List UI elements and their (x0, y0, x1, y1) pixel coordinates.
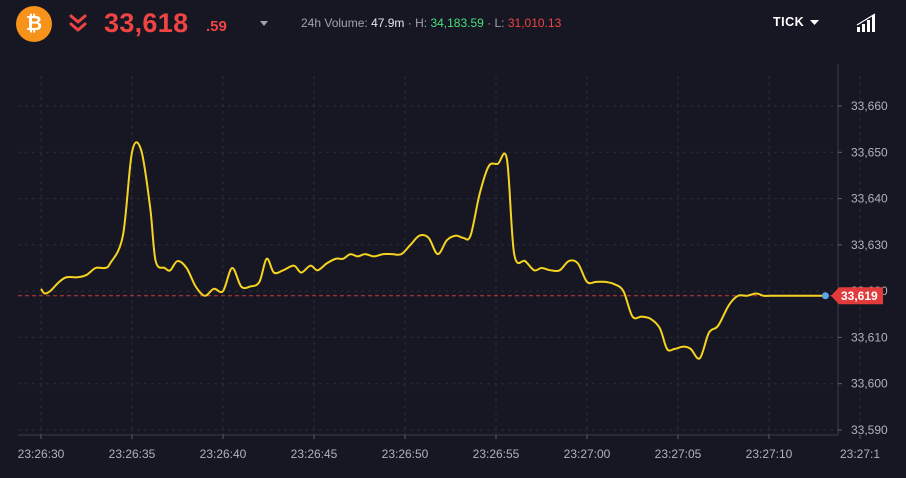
y-tick-label: 33,660 (851, 99, 888, 113)
market-stats: 24h Volume: 47.9m · H: 34,183.59 · L: 31… (301, 16, 561, 30)
interval-dropdown[interactable]: TICK (773, 15, 820, 29)
chevron-down-icon[interactable] (259, 19, 269, 27)
volume-value: 47.9m (371, 16, 405, 30)
price-decimals: .59 (206, 18, 227, 35)
high-label: H: (415, 16, 428, 30)
x-tick-label: 23:26:55 (473, 447, 520, 461)
x-tick-label: 23:26:45 (291, 447, 338, 461)
y-axis: 33,59033,60033,61033,62033,63033,64033,6… (838, 99, 888, 437)
y-tick-label: 33,610 (851, 330, 888, 344)
y-tick-label: 33,640 (851, 192, 888, 206)
x-tick-label: 23:26:30 (18, 447, 65, 461)
y-tick-label: 33,650 (851, 145, 888, 159)
price-badge-shape (831, 287, 883, 305)
ticker-header: ₿ 33,618 .59 24h Volume: 47.9m · H: 34,1… (0, 0, 906, 48)
x-tick-label: 23:26:50 (382, 447, 429, 461)
low-label: L: (494, 16, 505, 30)
y-tick-label: 33,590 (851, 423, 888, 437)
x-tick-label: 23:26:35 (109, 447, 156, 461)
x-tick-label: 23:26:40 (200, 447, 247, 461)
bitcoin-icon: ₿ (16, 6, 52, 42)
high-value: 34,183.59 (430, 16, 484, 30)
x-tick-label: 23:27:00 (564, 447, 611, 461)
x-tick-label: 23:27:05 (655, 447, 702, 461)
current-price-badge: 33,619 (831, 287, 883, 305)
signal-bars-icon[interactable] (856, 13, 878, 33)
last-price-dot (821, 292, 829, 300)
y-tick-label: 33,630 (851, 238, 888, 252)
chevron-down-icon (810, 19, 820, 25)
low-value: 31,010.13 (507, 16, 562, 30)
price-line (40, 141, 826, 360)
y-tick-label: 33,600 (851, 377, 888, 391)
x-tick-label: 23:27:1 (840, 447, 880, 461)
current-price-label: 33,619 (841, 289, 878, 303)
price-main: 33,618 (104, 8, 189, 38)
chart-grid (18, 76, 861, 435)
stats-separator: · (404, 16, 416, 30)
double-chevron-down-icon (69, 14, 87, 32)
stats-separator: · (483, 16, 495, 30)
volume-label: 24h Volume: (301, 16, 368, 30)
x-tick-label: 23:27:10 (746, 447, 793, 461)
interval-label: TICK (773, 15, 805, 29)
x-axis: 23:26:30 23:26:35 23:26:40 23:26:45 23:26:50… (18, 435, 880, 461)
